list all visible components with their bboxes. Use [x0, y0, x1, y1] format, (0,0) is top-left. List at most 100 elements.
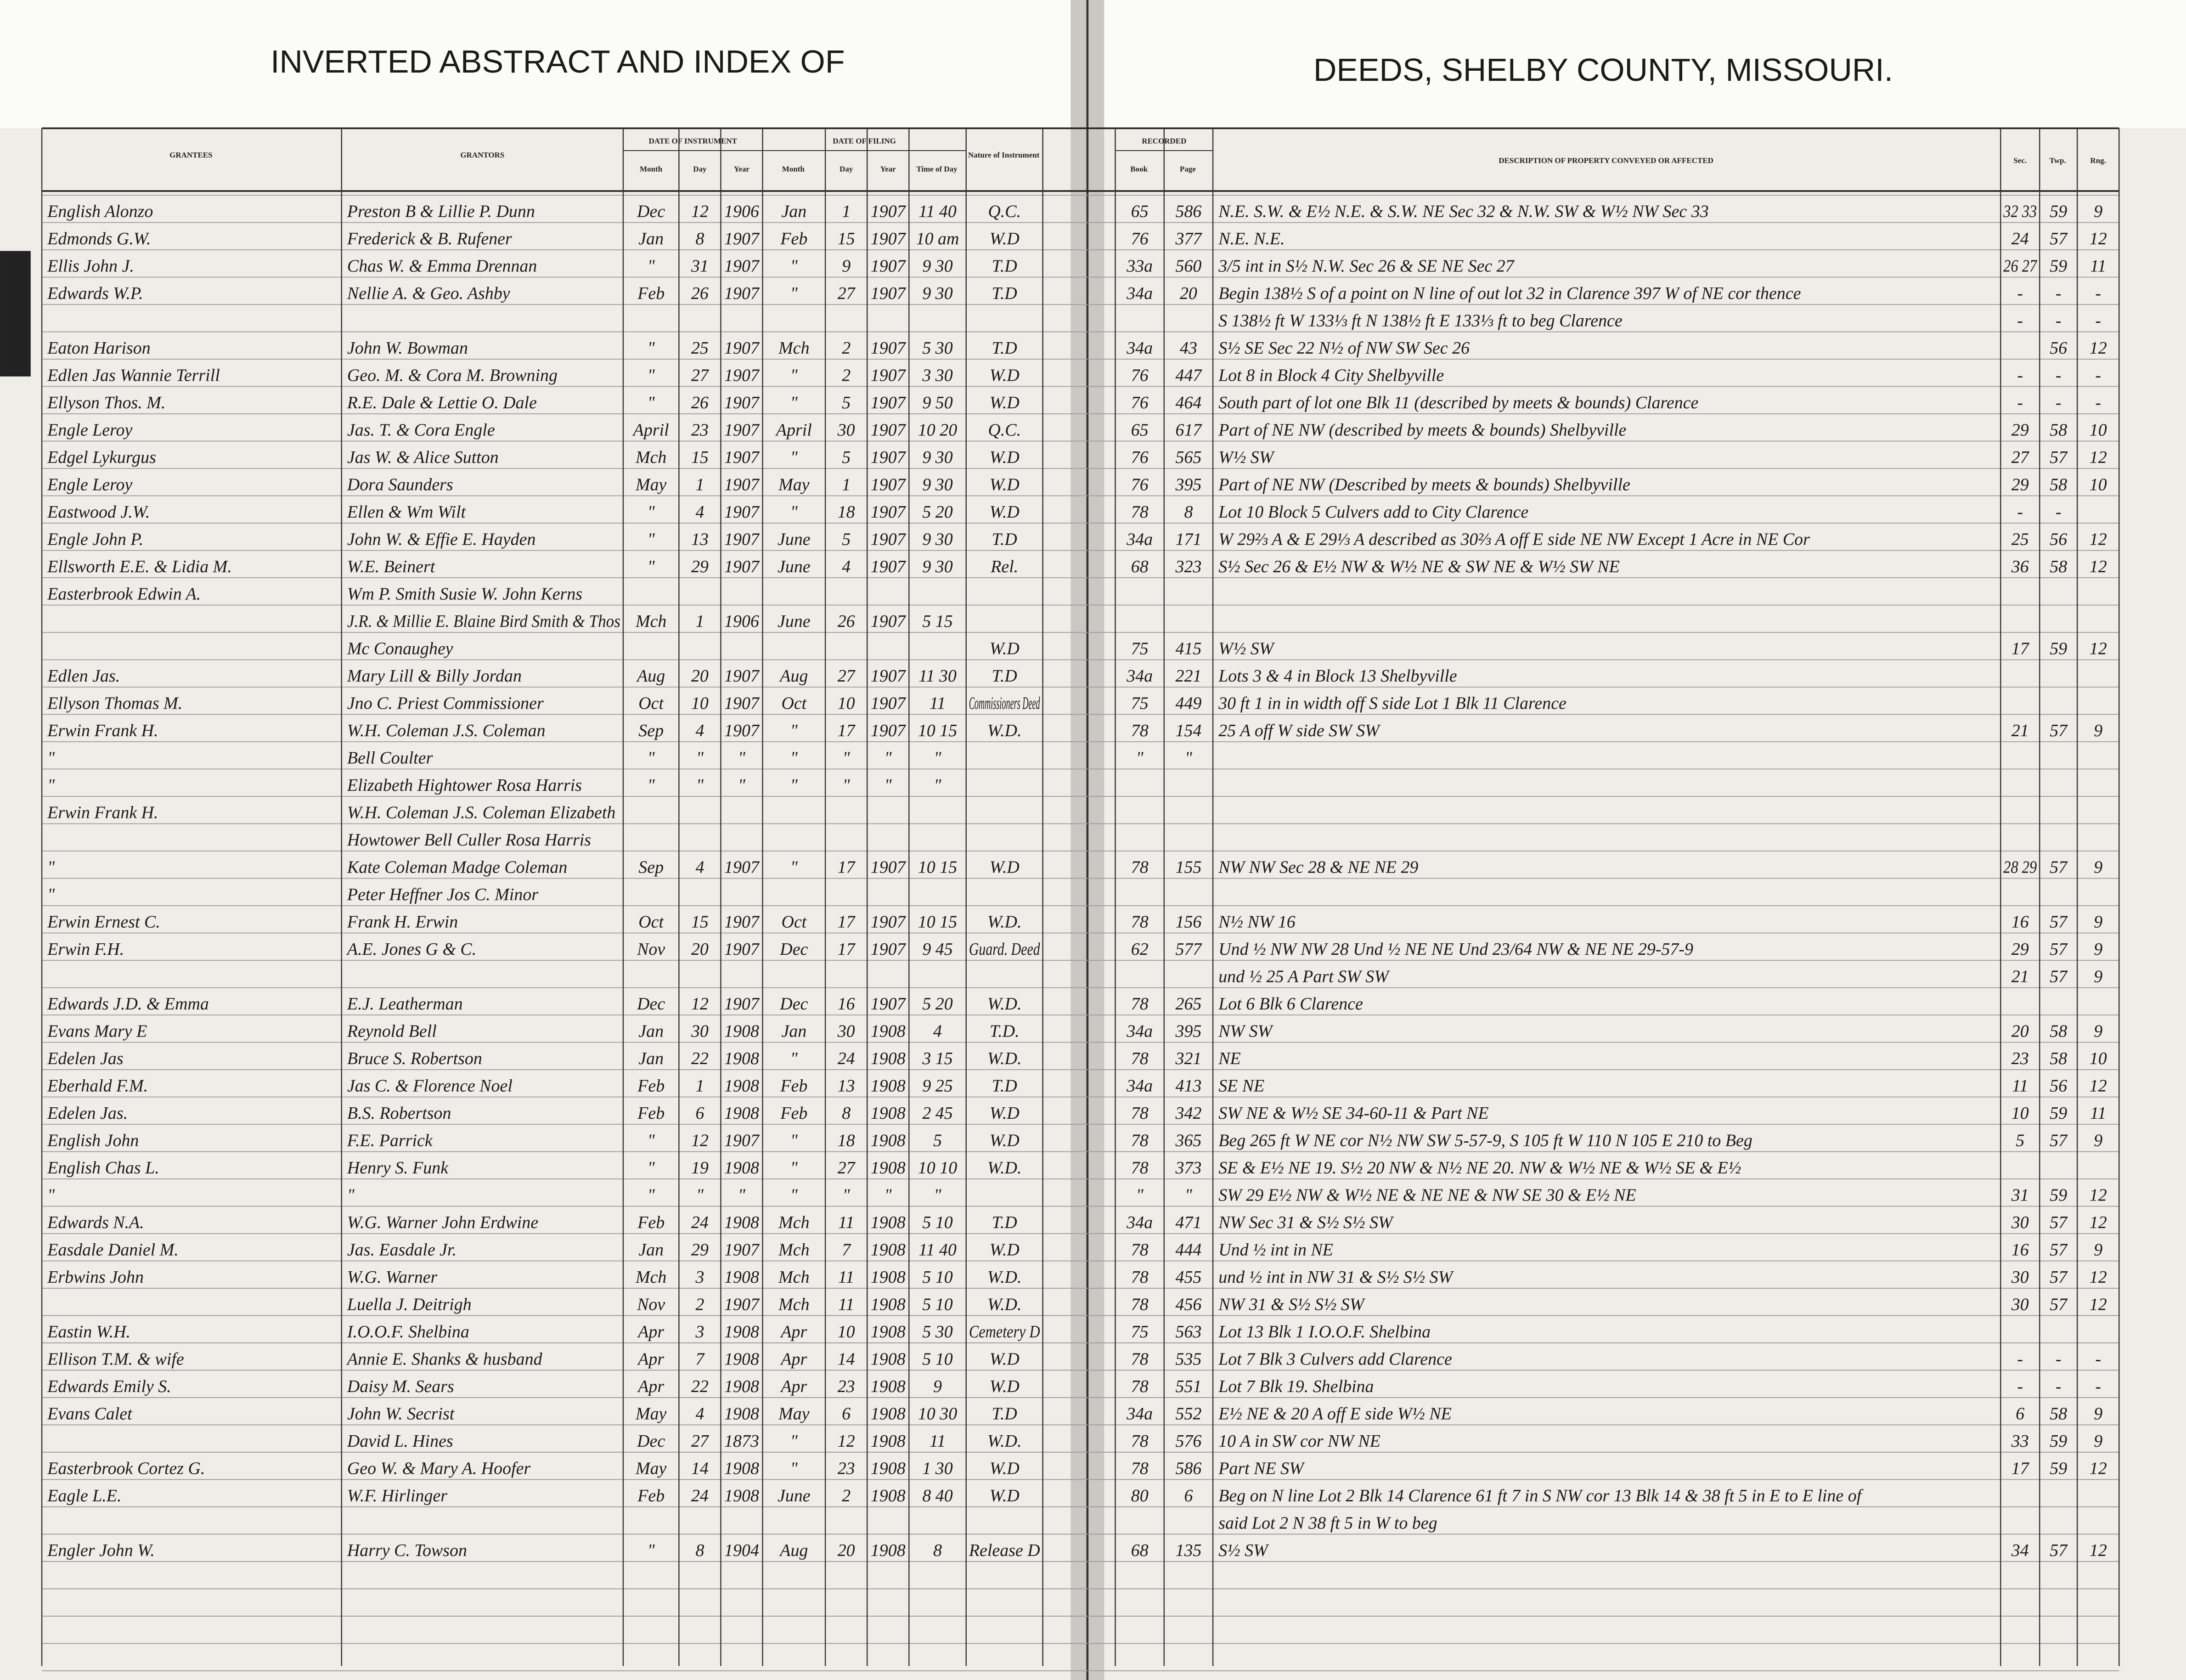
entry-fil-time: 1 30 — [922, 1459, 952, 1478]
entry-grantee: Edelen Jas — [47, 1049, 123, 1068]
entry-fil-year: 1907 — [871, 557, 907, 576]
entry-page: 577 — [1175, 940, 1202, 959]
header-cell: DATE OF FILING — [833, 137, 896, 146]
entry-inst-year: 1907 — [724, 366, 760, 385]
entry-sec: 33 — [2011, 1432, 2029, 1451]
entry-fil-year: 1908 — [871, 1076, 906, 1095]
entry-description: NW SW — [1218, 1021, 1273, 1041]
entry-inst-year: 1908 — [724, 1322, 759, 1342]
entry-rng: - — [2095, 393, 2101, 412]
entry-inst-day: 19 — [691, 1158, 709, 1178]
entry-inst-day: 13 — [691, 530, 709, 549]
entry-fil-month: Oct — [781, 912, 807, 931]
entry-grantee: Erwin F.H. — [47, 940, 124, 959]
entry-rng: 12 — [2090, 557, 2107, 576]
entry-book: 65 — [1131, 420, 1149, 440]
entry-book: 34a — [1126, 530, 1153, 549]
entry-sec: 17 — [2011, 1459, 2030, 1478]
entry-fil-month: Mch — [778, 338, 809, 358]
entry-grantor: Reynold Bell — [347, 1021, 437, 1041]
entry-fil-month: June — [777, 557, 811, 576]
entry-grantor: F.E. Parrick — [347, 1131, 433, 1150]
entry-inst-month: " — [648, 530, 655, 549]
entry-grantor: Frank H. Erwin — [347, 912, 458, 931]
entry-inst-year: 1908 — [724, 1076, 759, 1095]
entry-grantor: Kate Coleman Madge Coleman — [347, 857, 567, 877]
entry-grantor: Frederick & B. Rufener — [347, 229, 512, 248]
entry-description: 25 A off W side SW SW — [1218, 721, 1381, 740]
entry-fil-month: " — [790, 366, 798, 385]
entry-fil-month: Dec — [779, 994, 808, 1014]
entry-fil-month: Dec — [779, 940, 808, 959]
entry-twp: - — [2056, 366, 2062, 385]
entry-description: SE NE — [1218, 1076, 1264, 1095]
entry-description: 3/5 int in S½ N.W. Sec 26 & SE NE Sec 27 — [1218, 256, 1515, 276]
entry-inst-month: Jan — [638, 1049, 664, 1068]
entry-fil-day: " — [843, 776, 851, 795]
entry-fil-day: 1 — [842, 475, 851, 494]
header-cell: Day — [839, 164, 853, 173]
entry-rng: 12 — [2090, 338, 2107, 358]
entry-fil-time: 11 — [930, 693, 946, 713]
entry-inst-month: Mch — [635, 1268, 666, 1287]
entry-rng: - — [2095, 1377, 2101, 1396]
entry-page: 20 — [1180, 284, 1197, 303]
entry-fil-month: " — [790, 448, 798, 467]
entry-description: SE & E½ NE 19. S½ 20 NW & N½ NE 20. NW &… — [1218, 1158, 1741, 1178]
entry-twp: 57 — [2050, 229, 2068, 248]
entry-grantor: Chas W. & Emma Drennan — [347, 256, 537, 276]
entry-grantee: Edelen Jas. — [47, 1104, 128, 1123]
entry-description: Beg on N line Lot 2 Blk 14 Clarence 61 f… — [1218, 1486, 1863, 1505]
entry-page: 265 — [1175, 994, 1201, 1014]
entry-fil-month: Mch — [778, 1240, 809, 1259]
entry-fil-month: " — [790, 1432, 798, 1451]
entry-inst-day: 4 — [695, 502, 704, 522]
entry-fil-day: 30 — [837, 420, 855, 440]
entry-inst-year: 1907 — [724, 666, 760, 686]
entry-inst-month: Feb — [637, 284, 665, 303]
entry-grantor: I.O.O.F. Shelbina — [347, 1322, 469, 1342]
entry-fil-month: " — [790, 256, 798, 276]
entry-grantor: Preston B & Lillie P. Dunn — [347, 202, 535, 221]
entry-grantor: Jas. Easdale Jr. — [347, 1240, 456, 1259]
entry-fil-time: 10 am — [916, 229, 959, 248]
entry-fil-time: 5 10 — [922, 1349, 952, 1369]
entry-twp: 57 — [2050, 967, 2068, 986]
entry-nature: Q.C. — [988, 420, 1021, 440]
entry-fil-year: 1908 — [871, 1295, 906, 1314]
entry-grantee: Ellsworth E.E. & Lidia M. — [47, 557, 232, 576]
entry-inst-year: 1907 — [724, 475, 760, 494]
entry-twp: 59 — [2050, 1432, 2067, 1451]
entry-book: 34a — [1126, 666, 1153, 686]
entry-page: 551 — [1175, 1377, 1201, 1396]
entry-twp: 58 — [2050, 1049, 2067, 1068]
entry-fil-year: 1908 — [871, 1349, 906, 1369]
entry-grantor: Howtower Bell Culler Rosa Harris — [347, 830, 591, 850]
entry-fil-year: " — [885, 1185, 892, 1205]
entry-fil-year: 1908 — [871, 1432, 906, 1451]
entry-fil-time: " — [934, 1185, 942, 1205]
entry-nature: T.D — [992, 338, 1017, 358]
entry-grantor: Ellen & Wm Wilt — [347, 502, 467, 522]
entry-inst-month: " — [648, 366, 655, 385]
entry-rng: 9 — [2094, 1404, 2102, 1423]
entry-fil-time: 9 30 — [922, 256, 952, 276]
entry-rng: 12 — [2090, 448, 2107, 467]
header-cell: Year — [734, 164, 749, 173]
entry-page: 617 — [1175, 420, 1202, 440]
entry-fil-day: 5 — [842, 393, 851, 412]
entry-fil-year: 1908 — [871, 1404, 906, 1423]
entry-book: 80 — [1131, 1486, 1149, 1505]
entry-inst-month: " — [648, 502, 655, 522]
entry-fil-day: " — [843, 748, 851, 767]
entry-rng: 12 — [2090, 639, 2107, 658]
entry-fil-day: 17 — [838, 940, 856, 959]
entry-description: Lot 7 Blk 3 Culvers add Clarence — [1218, 1349, 1452, 1369]
entry-twp: 57 — [2050, 1240, 2068, 1259]
entry-sec: 21 — [2011, 967, 2029, 986]
entry-fil-time: 9 25 — [922, 1076, 952, 1095]
entry-page: 395 — [1175, 475, 1201, 494]
entry-grantor: W.G. Warner — [347, 1268, 438, 1287]
entry-sec: 32 33 — [2003, 202, 2037, 221]
header-cell: Nature of Instrument — [968, 151, 1040, 159]
